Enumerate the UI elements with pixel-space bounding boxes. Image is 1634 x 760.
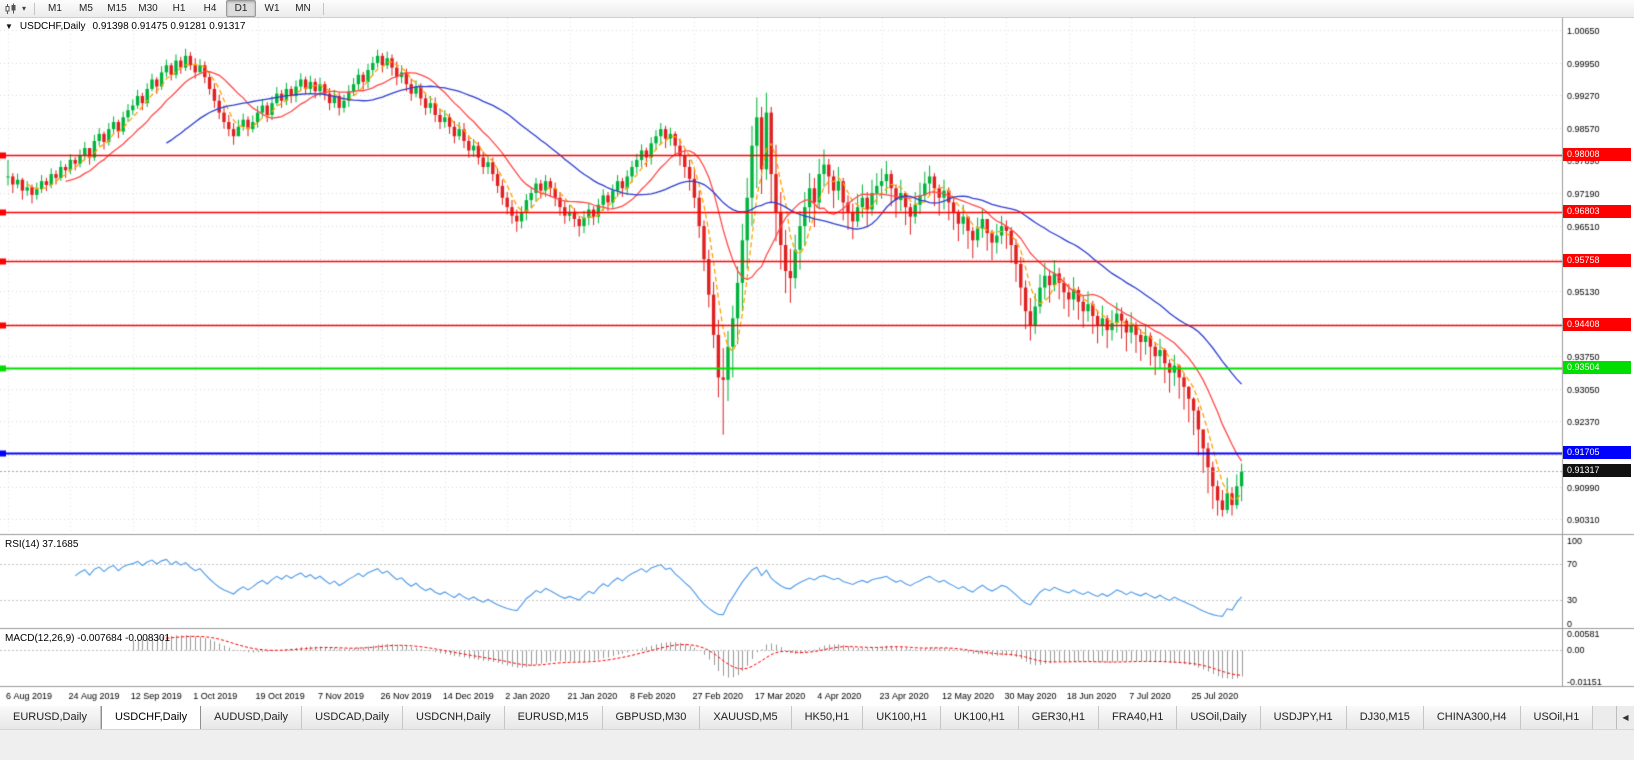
chart-tab-hk50-h1[interactable]: HK50,H1 [791, 706, 864, 730]
timeframe-button-m30[interactable]: M30 [138, 3, 158, 14]
rsi-indicator-label: RSI(14) 37.1685 [5, 539, 79, 550]
chart-title: ▼ USDCHF,Daily 0.91398 0.91475 0.91281 0… [5, 21, 245, 32]
macd-indicator-label: MACD(12,26,9) -0.007684 -0.008301 [5, 633, 171, 644]
chart-type-candles-icon[interactable] [3, 1, 19, 16]
timeframe-button-w1[interactable]: W1 [264, 3, 280, 14]
chart-tab-usdcnh-daily[interactable]: USDCNH,Daily [403, 706, 505, 730]
timeframe-button-h4[interactable]: H4 [203, 3, 217, 14]
tab-scroll-left-button[interactable]: ◀ [1616, 706, 1634, 730]
timeframe-button-group: M1 M5 M15 M30 H1 H4 D1 W1 MN [40, 0, 318, 17]
chart-tab-ger30-h1[interactable]: GER30,H1 [1018, 706, 1099, 730]
top-toolbar: ▾ M1 M5 M15 M30 H1 H4 D1 W1 MN [0, 0, 1634, 18]
timeframe-button-mn[interactable]: MN [295, 3, 311, 14]
chart-ohlc-values: 0.91398 0.91475 0.91281 0.91317 [92, 21, 246, 32]
timeframe-button-h1[interactable]: H1 [172, 3, 186, 14]
chart-tab-dj30-m15[interactable]: DJ30,M15 [1346, 706, 1424, 730]
timeframe-button-m5[interactable]: M5 [79, 3, 93, 14]
toolbar-separator [323, 2, 324, 15]
chart-tabs-bar: EURUSD,Daily USDCHF,Daily AUDUSD,Daily USDC… [0, 705, 1634, 730]
chart-tabs: EURUSD,Daily USDCHF,Daily AUDUSD,Daily USDC… [0, 706, 1616, 730]
chart-tab-usoil-h1[interactable]: USOil,H1 [1520, 706, 1594, 730]
chart-tab-uk100-h1[interactable]: UK100,H1 [941, 706, 1019, 730]
chart-tab-usdjpy-h1[interactable]: USDJPY,H1 [1260, 706, 1347, 730]
chart-tab-audusd-daily[interactable]: AUDUSD,Daily [201, 706, 303, 730]
chart-tab-uk100-h1[interactable]: UK100,H1 [863, 706, 942, 730]
chart-tab-china300-h4[interactable]: CHINA300,H4 [1423, 706, 1521, 730]
collapse-caret-icon[interactable]: ▼ [5, 22, 13, 31]
chart-tab-fra40-h1[interactable]: FRA40,H1 [1098, 706, 1178, 730]
chart-tab-usdchf-daily[interactable]: USDCHF,Daily [100, 706, 202, 730]
chart-tab-gbpusd-m30[interactable]: GBPUSD,M30 [602, 706, 701, 730]
chart-tab-eurusd-daily[interactable]: EURUSD,Daily [0, 706, 101, 730]
chart-tab-xauusd-m5[interactable]: XAUUSD,M5 [700, 706, 792, 730]
chart-area: ▼ USDCHF,Daily 0.91398 0.91475 0.91281 0… [0, 18, 1634, 706]
chart-symbol-label: USDCHF,Daily [19, 21, 86, 32]
chart-type-dropdown-icon[interactable]: ▾ [21, 4, 26, 13]
chart-tab-usoil-daily[interactable]: USOil,Daily [1177, 706, 1261, 730]
timeframe-button-m15[interactable]: M15 [107, 3, 127, 14]
chart-tab-eurusd-m15[interactable]: EURUSD,M15 [504, 706, 603, 730]
chart-tab-usdcad-daily[interactable]: USDCAD,Daily [302, 706, 404, 730]
toolbar-separator [34, 2, 35, 15]
timeframe-button-m1[interactable]: M1 [48, 3, 62, 14]
price-chart-canvas[interactable] [0, 18, 1634, 706]
status-bar [0, 729, 1634, 760]
timeframe-button-d1[interactable]: D1 [226, 0, 256, 17]
